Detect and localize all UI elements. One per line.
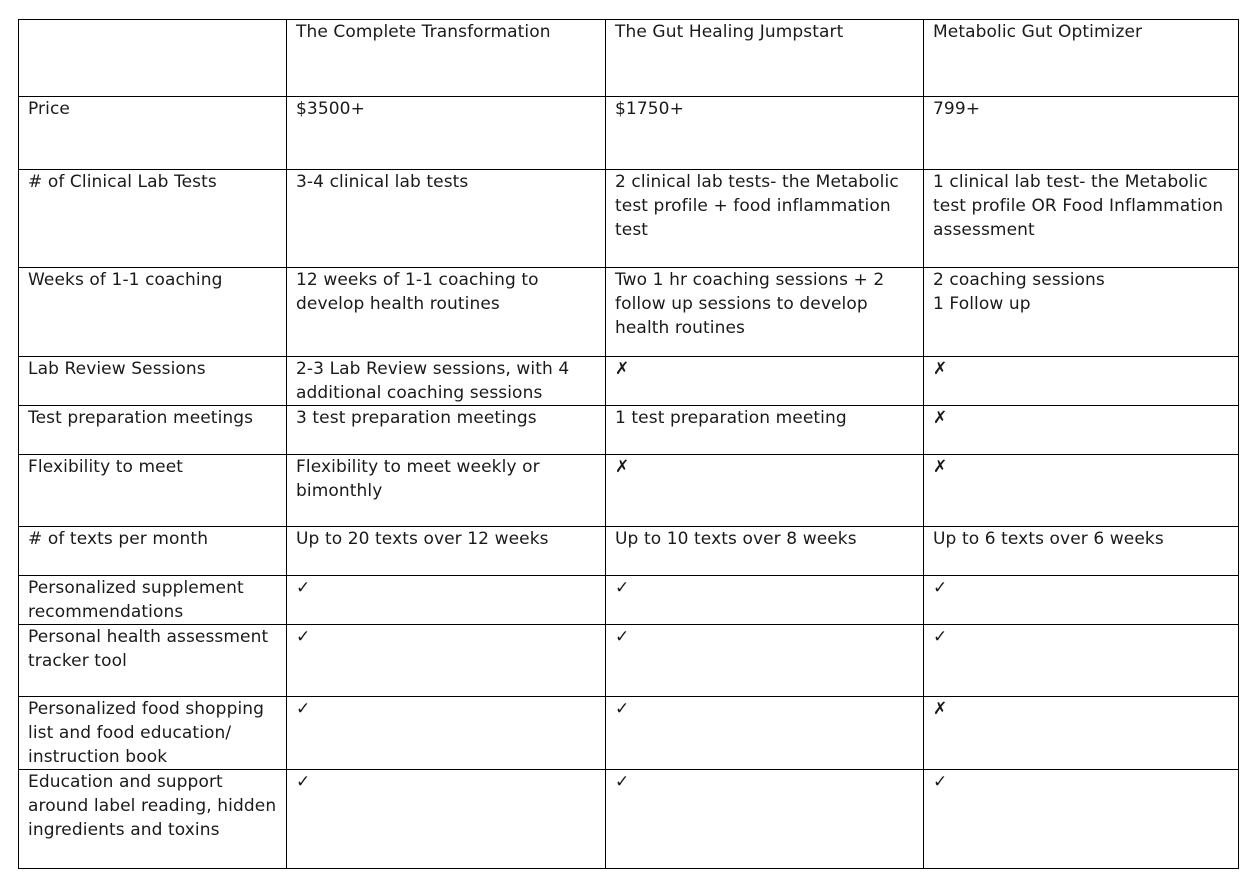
row-texts: # of texts per month Up to 20 texts over…: [18, 526, 1239, 576]
check-icon: ✓: [605, 624, 924, 697]
row-coaching: Weeks of 1-1 coaching 12 weeks of 1-1 co…: [18, 267, 1239, 357]
cross-icon: ✗: [923, 454, 1239, 527]
cell: 2 coaching sessions 1 Follow up: [923, 267, 1239, 357]
cross-icon: ✗: [605, 454, 924, 527]
cell: Up to 20 texts over 12 weeks: [286, 526, 606, 576]
row-lab-review: Lab Review Sessions 2-3 Lab Review sessi…: [18, 356, 1239, 406]
row-flexibility: Flexibility to meet Flexibility to meet …: [18, 454, 1239, 527]
plan-title-gut-healing-jumpstart: The Gut Healing Jumpstart: [605, 19, 924, 97]
cross-icon: ✗: [605, 356, 924, 406]
cross-icon: ✗: [923, 356, 1239, 406]
row-label: # of Clinical Lab Tests: [18, 169, 287, 268]
cross-icon: ✗: [923, 696, 1239, 770]
row-education: Education and support around label readi…: [18, 769, 1239, 869]
header-row: The Complete Transformation The Gut Heal…: [18, 19, 1239, 97]
row-supplements: Personalized supplement recommendations …: [18, 575, 1239, 625]
corner-cell: [18, 19, 287, 97]
row-label: Personal health assessment tracker tool: [18, 624, 287, 697]
check-icon: ✓: [923, 624, 1239, 697]
plan-title-metabolic-gut-optimizer: Metabolic Gut Optimizer: [923, 19, 1239, 97]
cell: Flexibility to meet weekly or bimonthly: [286, 454, 606, 527]
row-label: Flexibility to meet: [18, 454, 287, 527]
price-cell: 799+: [923, 96, 1239, 170]
cell: 2-3 Lab Review sessions, with 4 addition…: [286, 356, 606, 406]
pricing-comparison-table: The Complete Transformation The Gut Heal…: [18, 19, 1239, 869]
check-icon: ✓: [923, 769, 1239, 869]
row-price: Price $3500+ $1750+ 799+: [18, 96, 1239, 170]
row-label: Weeks of 1-1 coaching: [18, 267, 287, 357]
row-lab-tests: # of Clinical Lab Tests 3-4 clinical lab…: [18, 169, 1239, 268]
cell: Two 1 hr coaching sessions + 2 follow up…: [605, 267, 924, 357]
price-cell: $1750+: [605, 96, 924, 170]
cell: 3 test preparation meetings: [286, 405, 606, 455]
check-icon: ✓: [605, 696, 924, 770]
cell: 2 clinical lab tests- the Metabolic test…: [605, 169, 924, 268]
row-tracker-tool: Personal health assessment tracker tool …: [18, 624, 1239, 697]
row-label: Lab Review Sessions: [18, 356, 287, 406]
check-icon: ✓: [286, 624, 606, 697]
cell: Up to 6 texts over 6 weeks: [923, 526, 1239, 576]
row-shopping-list: Personalized food shopping list and food…: [18, 696, 1239, 770]
cell: 12 weeks of 1-1 coaching to develop heal…: [286, 267, 606, 357]
cross-icon: ✗: [923, 405, 1239, 455]
check-icon: ✓: [605, 769, 924, 869]
cell: 3-4 clinical lab tests: [286, 169, 606, 268]
check-icon: ✓: [286, 575, 606, 625]
row-label: Education and support around label readi…: [18, 769, 287, 869]
cell: 1 test preparation meeting: [605, 405, 924, 455]
cell: Up to 10 texts over 8 weeks: [605, 526, 924, 576]
check-icon: ✓: [605, 575, 924, 625]
cell: 1 clinical lab test- the Metabolic test …: [923, 169, 1239, 268]
check-icon: ✓: [923, 575, 1239, 625]
check-icon: ✓: [286, 769, 606, 869]
plan-title-complete-transformation: The Complete Transformation: [286, 19, 606, 97]
row-label: Price: [18, 96, 287, 170]
row-label: Personalized food shopping list and food…: [18, 696, 287, 770]
row-label: # of texts per month: [18, 526, 287, 576]
row-test-prep: Test preparation meetings 3 test prepara…: [18, 405, 1239, 455]
check-icon: ✓: [286, 696, 606, 770]
price-cell: $3500+: [286, 96, 606, 170]
row-label: Personalized supplement recommendations: [18, 575, 287, 625]
row-label: Test preparation meetings: [18, 405, 287, 455]
